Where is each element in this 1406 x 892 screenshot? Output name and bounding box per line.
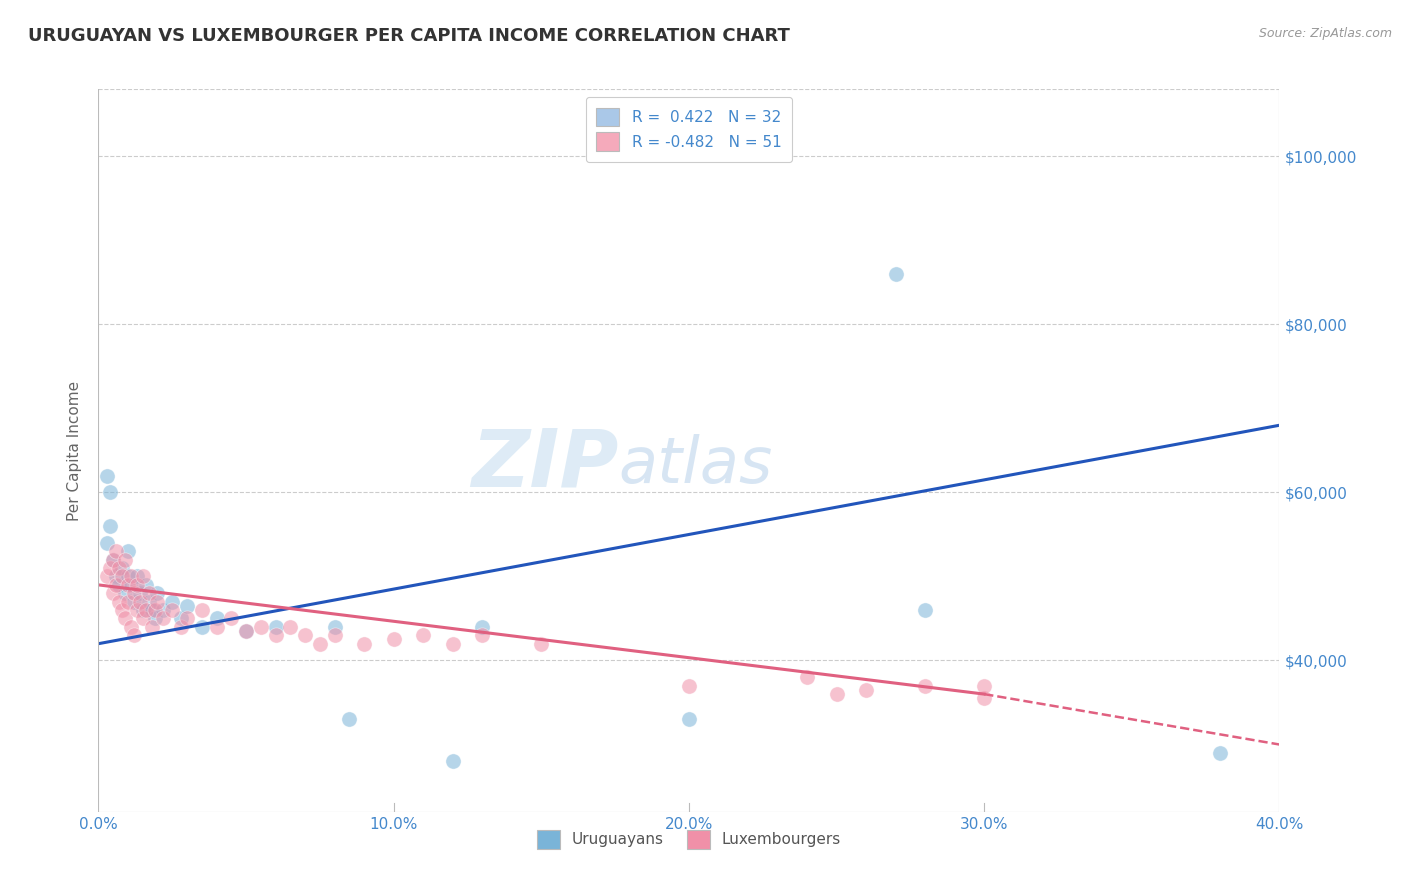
Point: [323, 620, 346, 634]
Point: [125, 578, 148, 592]
Point: [170, 620, 193, 634]
Point: [191, 603, 214, 617]
Text: atlas: atlas: [619, 434, 772, 496]
Point: [191, 620, 214, 634]
Point: [120, 578, 142, 592]
Point: [114, 586, 136, 600]
Point: [132, 611, 155, 625]
Point: [1209, 746, 1232, 760]
Point: [105, 569, 128, 583]
Point: [170, 611, 193, 625]
Legend: Uruguayans, Luxembourgers: Uruguayans, Luxembourgers: [530, 824, 848, 855]
Point: [412, 628, 434, 642]
Point: [128, 586, 150, 600]
Point: [143, 611, 166, 625]
Point: [250, 620, 273, 634]
Point: [125, 569, 148, 583]
Point: [152, 611, 174, 625]
Point: [471, 620, 494, 634]
Point: [98, 485, 121, 500]
Point: [323, 628, 346, 642]
Point: [441, 637, 464, 651]
Point: [141, 620, 163, 634]
Point: [138, 586, 160, 600]
Point: [235, 624, 257, 639]
Point: [353, 637, 375, 651]
Point: [120, 620, 142, 634]
Point: [152, 603, 174, 617]
Point: [884, 267, 907, 281]
Point: [796, 670, 818, 684]
Point: [855, 682, 877, 697]
Point: [105, 578, 128, 592]
Point: [530, 637, 553, 651]
Point: [103, 586, 125, 600]
Point: [117, 544, 139, 558]
Point: [122, 586, 145, 600]
Point: [176, 611, 198, 625]
Point: [108, 595, 131, 609]
Point: [135, 578, 157, 592]
Point: [162, 603, 183, 617]
Point: [441, 754, 464, 768]
Point: [122, 595, 145, 609]
Point: [221, 611, 243, 625]
Point: [128, 595, 150, 609]
Point: [135, 603, 157, 617]
Text: URUGUAYAN VS LUXEMBOURGER PER CAPITA INCOME CORRELATION CHART: URUGUAYAN VS LUXEMBOURGER PER CAPITA INC…: [28, 27, 790, 45]
Point: [132, 603, 155, 617]
Point: [138, 595, 160, 609]
Point: [973, 691, 995, 706]
Point: [125, 603, 148, 617]
Point: [264, 620, 287, 634]
Point: [162, 595, 183, 609]
Point: [103, 552, 125, 566]
Point: [117, 595, 139, 609]
Point: [132, 569, 155, 583]
Point: [825, 687, 848, 701]
Point: [914, 603, 936, 617]
Point: [914, 679, 936, 693]
Point: [143, 603, 166, 617]
Point: [98, 519, 121, 533]
Text: ZIP: ZIP: [471, 425, 619, 504]
Point: [103, 552, 125, 566]
Point: [205, 620, 228, 634]
Point: [678, 712, 700, 726]
Point: [120, 569, 142, 583]
Point: [96, 536, 118, 550]
Point: [141, 603, 163, 617]
Point: [122, 628, 145, 642]
Point: [146, 586, 169, 600]
Point: [96, 569, 118, 583]
Point: [146, 595, 169, 609]
Y-axis label: Per Capita Income: Per Capita Income: [67, 380, 83, 521]
Point: [111, 569, 134, 583]
Point: [117, 569, 139, 583]
Point: [98, 561, 121, 575]
Point: [114, 611, 136, 625]
Point: [973, 679, 995, 693]
Point: [339, 712, 361, 726]
Point: [111, 603, 134, 617]
Point: [471, 628, 494, 642]
Text: Source: ZipAtlas.com: Source: ZipAtlas.com: [1258, 27, 1392, 40]
Point: [205, 611, 228, 625]
Point: [176, 599, 198, 613]
Point: [111, 561, 134, 575]
Point: [108, 578, 131, 592]
Point: [108, 561, 131, 575]
Point: [294, 628, 316, 642]
Point: [235, 624, 257, 639]
Point: [382, 632, 405, 647]
Point: [105, 544, 128, 558]
Point: [264, 628, 287, 642]
Point: [280, 620, 302, 634]
Point: [117, 578, 139, 592]
Point: [96, 468, 118, 483]
Point: [114, 552, 136, 566]
Point: [678, 679, 700, 693]
Point: [309, 637, 332, 651]
